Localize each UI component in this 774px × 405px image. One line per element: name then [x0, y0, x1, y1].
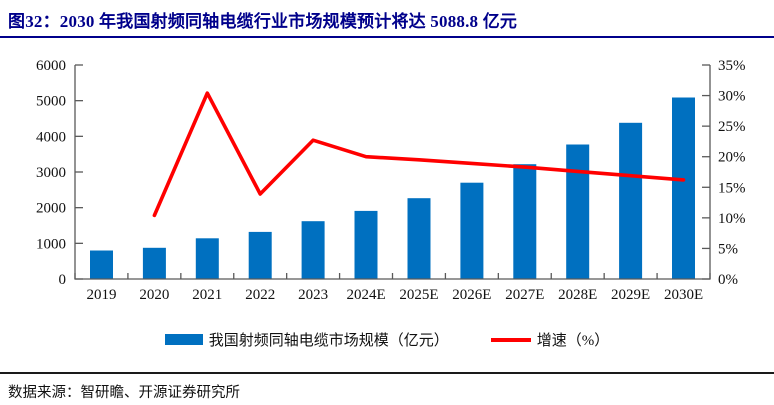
y-left-tick-label: 3000	[36, 165, 66, 181]
y-left-tick-label: 4000	[36, 129, 66, 145]
x-tick-label: 2021	[192, 287, 222, 303]
legend-label-growth: 增速（%）	[536, 333, 610, 349]
y-right-tick-label: 10%	[718, 211, 746, 227]
y-right-tick-label: 30%	[718, 89, 746, 105]
y-right-tick-label: 35%	[718, 58, 746, 74]
x-tick-label: 2029E	[611, 287, 650, 303]
x-tick-label: 2025E	[399, 287, 438, 303]
market-size-bar-2022	[248, 231, 272, 279]
x-tick-label: 2030E	[664, 287, 703, 303]
market-size-bar-2027E	[513, 164, 537, 279]
growth-line	[152, 91, 686, 218]
market-size-bar-2023	[301, 221, 325, 279]
y-left-tick-label: 0	[59, 272, 67, 288]
market-size-bar-2021	[195, 238, 219, 279]
x-tick-label: 2020	[139, 287, 169, 303]
x-tick-label: 2028E	[558, 287, 597, 303]
market-size-bar-2029E	[619, 122, 643, 279]
axis-frame	[74, 65, 711, 280]
x-tick-label: 2023	[298, 287, 328, 303]
x-tick-label: 2022	[245, 287, 275, 303]
line-swatch-icon	[490, 337, 531, 342]
x-tick-label: 2026E	[452, 287, 491, 303]
market-size-bar-2020	[142, 247, 166, 279]
data-source: 数据来源：智研瞻、开源证券研究所	[8, 385, 240, 401]
x-tick-label: 2024E	[346, 287, 385, 303]
chart-canvas: 0 1000 2000 3000 4000 5000 6000 0% 5% 10% 15% 20% 25…	[36, 58, 746, 303]
chart-legend: 我国射频同轴电缆市场规模（亿元） 增速（%）	[0, 329, 774, 350]
y-left-tick-label: 1000	[36, 236, 66, 252]
footer-divider	[0, 372, 774, 374]
y-right-tick-label: 5%	[718, 241, 738, 257]
y-right-tick-label: 25%	[718, 119, 746, 135]
market-size-bar-2028E	[566, 144, 590, 279]
market-size-bar-2030E	[672, 97, 695, 279]
y-left-tick-label: 5000	[36, 94, 66, 110]
y-right-tick-label: 15%	[718, 180, 746, 196]
market-size-bar-2025E	[407, 198, 431, 279]
y-left-tick-label: 6000	[36, 58, 66, 74]
legend-label-market-size: 我国射频同轴电缆市场规模（亿元）	[208, 333, 449, 349]
y-right-tick-label: 20%	[718, 150, 746, 166]
y-left-tick-label: 2000	[36, 201, 66, 217]
market-size-bar-2019	[90, 250, 113, 279]
title-divider	[0, 36, 774, 38]
x-tick-label: 2027E	[505, 287, 544, 303]
market-size-bar-2024E	[354, 210, 378, 279]
bar-swatch-icon	[164, 334, 203, 345]
figure-title: 图32：2030 年我国射频同轴电缆行业市场规模预计将达 5088.8 亿元	[8, 12, 518, 31]
x-tick-label: 2019	[86, 287, 116, 303]
legend-item-growth: 增速（%）	[490, 329, 610, 350]
y-right-tick-label: 0%	[718, 272, 738, 288]
legend-item-market-size: 我国射频同轴电缆市场规模（亿元）	[164, 329, 449, 350]
market-size-bar-2026E	[460, 182, 484, 279]
